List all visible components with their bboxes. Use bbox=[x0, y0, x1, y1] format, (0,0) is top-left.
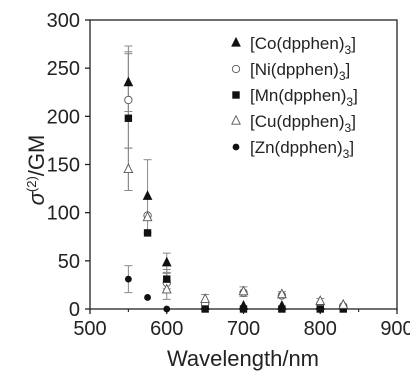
series-4 bbox=[124, 275, 171, 313]
legend-item: [Zn(dpphen)3] bbox=[232, 138, 354, 161]
data-point bbox=[123, 163, 134, 173]
legend-label: [Zn(dpphen)3] bbox=[250, 138, 354, 161]
data-point bbox=[142, 211, 153, 222]
y-tick-label: 250 bbox=[47, 58, 80, 80]
data-point bbox=[200, 293, 211, 304]
data-point bbox=[278, 305, 286, 313]
legend-label-main: [Co(dpphen) bbox=[250, 34, 345, 53]
y-axis-title-superscript: (2) bbox=[24, 176, 39, 192]
data-point bbox=[124, 275, 132, 283]
x-tick-label: 500 bbox=[73, 318, 106, 340]
data-point bbox=[142, 190, 153, 200]
legend-label-end: ] bbox=[349, 138, 354, 157]
legend-item: [Mn(dpphen)3] bbox=[232, 86, 358, 109]
x-tick-label: 900 bbox=[380, 318, 410, 340]
error-bars bbox=[124, 45, 325, 305]
legend-label-end: ] bbox=[351, 34, 356, 53]
data-point bbox=[338, 298, 349, 309]
legend-label-subscript: 3 bbox=[345, 43, 352, 57]
legend-label: [Ni(dpphen)3] bbox=[250, 60, 350, 83]
data-point bbox=[339, 305, 347, 313]
data-point bbox=[143, 229, 152, 237]
data-point bbox=[316, 305, 324, 313]
data-marks bbox=[123, 45, 349, 313]
data-point bbox=[124, 95, 133, 105]
legend-marker bbox=[231, 36, 241, 47]
legend-label-end: ] bbox=[351, 112, 356, 131]
series-3 bbox=[123, 163, 349, 309]
ticks: 500 600 700 800 900 0 50 100 150 200 250 300 bbox=[47, 10, 410, 340]
y-tick-label: 300 bbox=[47, 10, 80, 32]
y-tick-label: 150 bbox=[47, 155, 80, 177]
legend-marker bbox=[232, 91, 240, 99]
legend-marker bbox=[232, 143, 240, 151]
legend-label-subscript: 3 bbox=[346, 95, 353, 109]
data-point bbox=[161, 283, 172, 294]
legend-label: [Mn(dpphen)3] bbox=[250, 86, 358, 109]
y-axis-title-symbol: σ bbox=[24, 191, 49, 205]
legend-marker bbox=[231, 64, 241, 74]
data-point bbox=[123, 76, 134, 87]
y-tick-label: 50 bbox=[58, 251, 80, 273]
legend-label-main: [Ni(dpphen) bbox=[250, 60, 339, 79]
plot-frame bbox=[89, 19, 398, 310]
y-tick-label: 100 bbox=[47, 203, 80, 225]
data-point bbox=[124, 114, 133, 122]
legend-label-main: [Zn(dpphen) bbox=[250, 138, 343, 157]
data-point bbox=[315, 295, 326, 305]
legend-item: [Cu(dpphen)3] bbox=[231, 112, 356, 135]
data-point bbox=[144, 294, 151, 301]
legend-item: [Co(dpphen)3] bbox=[231, 34, 356, 57]
data-point bbox=[163, 305, 171, 313]
legend-marker bbox=[231, 114, 241, 125]
x-axis-title: Wavelength/nm bbox=[167, 346, 319, 371]
data-point bbox=[238, 285, 249, 296]
data-point bbox=[161, 256, 172, 267]
legend-label-main: [Cu(dpphen) bbox=[250, 112, 345, 131]
legend-label-subscript: 3 bbox=[343, 147, 350, 161]
x-tick-label: 800 bbox=[304, 318, 337, 340]
series-2 bbox=[124, 114, 347, 313]
x-tick-label: 700 bbox=[227, 318, 260, 340]
legend-label-main: [Mn(dpphen) bbox=[250, 86, 346, 105]
legend-label-end: ] bbox=[353, 86, 358, 105]
y-tick-label: 0 bbox=[69, 299, 80, 321]
legend-label: [Co(dpphen)3] bbox=[250, 34, 356, 57]
y-axis-title-unit: /GM bbox=[24, 135, 49, 177]
legend-label-subscript: 3 bbox=[345, 121, 352, 135]
y-axis-title: σ(2)/GM bbox=[24, 135, 49, 206]
legend-label-end: ] bbox=[346, 60, 351, 79]
legend-label: [Cu(dpphen)3] bbox=[250, 112, 356, 135]
legend: [Co(dpphen)3][Ni(dpphen)3][Mn(dpphen)3][… bbox=[231, 34, 358, 161]
data-point bbox=[163, 275, 171, 283]
data-point bbox=[201, 305, 209, 313]
x-tick-label: 600 bbox=[150, 318, 183, 340]
axes bbox=[89, 19, 398, 310]
y-tick-label: 200 bbox=[47, 106, 80, 128]
data-point bbox=[276, 288, 287, 299]
legend-label-subscript: 3 bbox=[339, 69, 346, 83]
legend-item: [Ni(dpphen)3] bbox=[231, 60, 350, 83]
data-point bbox=[239, 305, 248, 313]
